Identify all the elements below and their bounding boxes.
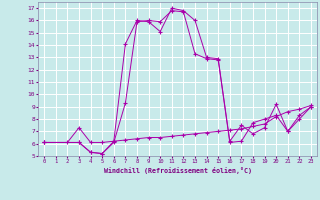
X-axis label: Windchill (Refroidissement éolien,°C): Windchill (Refroidissement éolien,°C) <box>104 167 252 174</box>
